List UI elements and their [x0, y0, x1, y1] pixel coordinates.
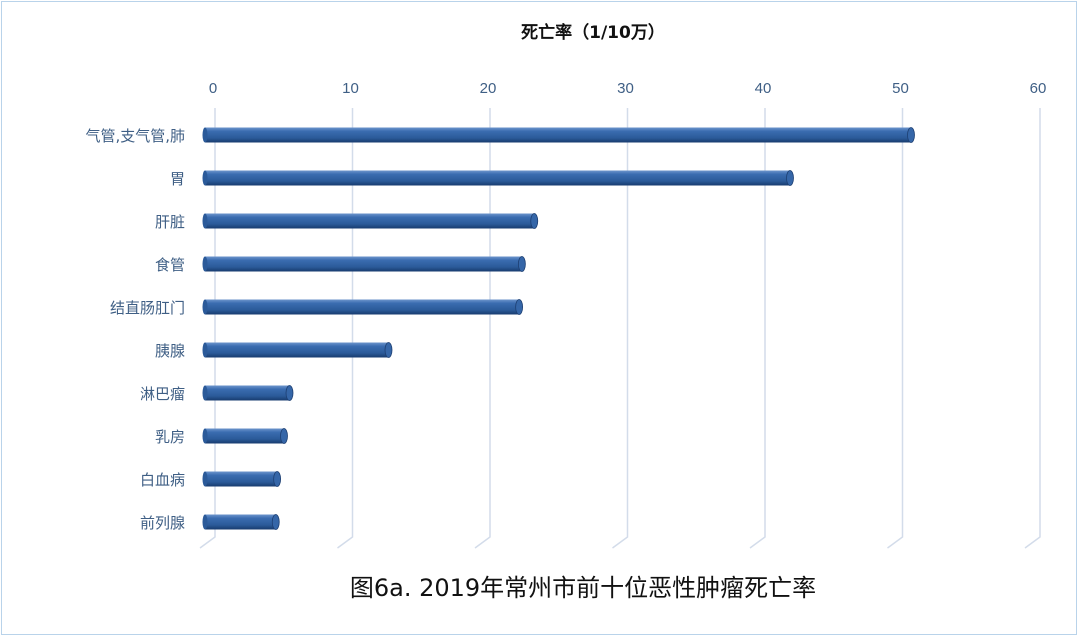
bar-body	[205, 471, 278, 487]
bar-end-cap	[786, 170, 794, 186]
x-tick-label: 20	[480, 80, 497, 97]
bar-base-cap	[202, 514, 208, 530]
category-label: 乳房	[155, 428, 185, 446]
bar	[202, 342, 393, 358]
category-label: 白血病	[140, 471, 185, 489]
x-tick-label: 40	[755, 80, 772, 97]
chart-caption: 图6a. 2019年常州市前十位恶性肿瘤死亡率	[350, 574, 816, 602]
bar-base-cap	[202, 385, 208, 401]
bar-base-cap	[202, 127, 208, 143]
bar-end-cap	[530, 213, 539, 229]
category-label: 胰腺	[155, 342, 185, 360]
category-label: 食管	[155, 256, 185, 274]
category-label: 结直肠肛门	[110, 299, 185, 317]
bar-end-cap	[271, 514, 280, 530]
category-label: 淋巴瘤	[140, 385, 185, 403]
x-tick-label: 0	[209, 80, 217, 97]
category-label: 前列腺	[140, 514, 185, 532]
bar	[202, 170, 794, 186]
gridline	[199, 108, 216, 549]
category-label: 胃	[170, 170, 185, 188]
chart-title: 死亡率（1/10万）	[521, 22, 665, 43]
bar-body	[205, 342, 389, 358]
x-tick-label: 10	[342, 80, 359, 97]
bar-base-cap	[202, 299, 208, 315]
bar	[202, 428, 288, 444]
category-label: 肝脏	[155, 213, 185, 231]
gridline	[474, 108, 491, 549]
bar-body	[205, 256, 522, 272]
gridline	[887, 108, 904, 549]
bar-base-cap	[202, 342, 208, 358]
bar-base-cap	[202, 213, 208, 229]
bar	[202, 213, 539, 229]
bar-end-cap	[517, 256, 526, 272]
bar-body	[205, 385, 290, 401]
bar-body	[205, 299, 520, 315]
bar-base-cap	[202, 428, 208, 444]
x-tick-label: 60	[1030, 80, 1047, 97]
bar	[202, 127, 915, 143]
bar-body	[205, 170, 790, 186]
bar-base-cap	[202, 471, 208, 487]
x-tick-label: 50	[892, 80, 909, 97]
bar-body	[205, 213, 535, 229]
bar	[202, 471, 282, 487]
gridline	[1024, 108, 1041, 549]
bar	[202, 256, 526, 272]
bar-end-cap	[285, 385, 294, 401]
bar-base-cap	[202, 170, 208, 186]
bar-end-cap	[280, 428, 288, 444]
bar	[202, 299, 524, 315]
bar-body	[205, 428, 284, 444]
gridline	[612, 108, 629, 549]
bar-body	[205, 514, 276, 530]
gridline	[749, 108, 766, 549]
bar-end-cap	[273, 471, 282, 487]
gridline	[337, 108, 354, 549]
bar-end-cap	[907, 127, 915, 143]
category-label: 气管,支气管,肺	[85, 127, 185, 145]
bar	[202, 514, 280, 530]
bar-base-cap	[202, 256, 208, 272]
bar	[202, 385, 294, 401]
bar-end-cap	[515, 299, 524, 315]
bar-body	[205, 127, 911, 143]
x-tick-label: 30	[617, 80, 634, 97]
bar-end-cap	[384, 342, 393, 358]
